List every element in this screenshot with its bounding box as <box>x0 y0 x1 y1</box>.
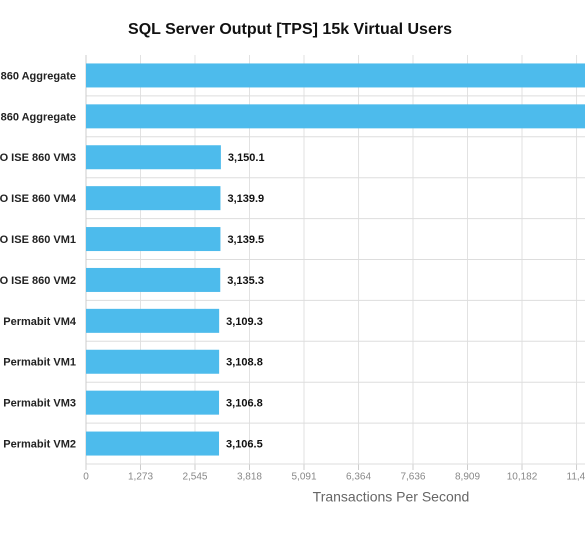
y-tick-label: 860 Aggregate <box>1 70 76 82</box>
x-tick-label: 11,4 <box>567 472 585 483</box>
y-tick-label: 860 Aggregate <box>1 111 76 123</box>
x-axis-title: Transactions Per Second <box>313 489 470 505</box>
y-tick-label: O ISE 860 VM3 <box>0 152 76 164</box>
data-label: 3,139.5 <box>227 234 264 246</box>
bar <box>86 63 585 88</box>
bar <box>86 308 220 333</box>
x-tick-label: 6,364 <box>346 472 371 483</box>
bar <box>86 186 221 211</box>
x-tick-label: 7,636 <box>400 472 425 483</box>
data-label: 3,108.8 <box>226 357 263 369</box>
y-tick-label: Permabit VM2 <box>3 438 76 450</box>
y-tick-label: O ISE 860 VM1 <box>0 234 76 246</box>
x-tick-label: 8,909 <box>455 472 480 483</box>
y-tick-label: O ISE 860 VM2 <box>0 275 76 287</box>
y-tick-label: Permabit VM3 <box>3 398 76 410</box>
data-label: 3,106.8 <box>226 398 263 410</box>
data-label: 3,106.5 <box>226 438 263 450</box>
x-tick-label: 5,091 <box>291 472 316 483</box>
x-tick-label: 10,182 <box>507 472 538 483</box>
bar <box>86 267 221 292</box>
bar <box>86 390 220 415</box>
data-label: 3,150.1 <box>228 152 265 164</box>
data-label: 3,139.9 <box>227 193 264 205</box>
x-tick-label: 2,545 <box>182 472 207 483</box>
chart-title: SQL Server Output [TPS] 15k Virtual User… <box>128 21 452 38</box>
bar <box>86 145 221 170</box>
x-tick-label: 1,273 <box>128 472 153 483</box>
data-label: 3,135.3 <box>227 275 264 287</box>
y-tick-label: Permabit VM4 <box>3 316 77 328</box>
bar <box>86 104 585 129</box>
bar <box>86 431 220 456</box>
bar <box>86 349 220 374</box>
x-tick-label: 3,818 <box>237 472 262 483</box>
y-tick-label: Permabit VM1 <box>3 357 76 369</box>
y-tick-label: O ISE 860 VM4 <box>0 193 77 205</box>
bar <box>86 227 221 252</box>
data-label: 3,109.3 <box>226 316 263 328</box>
x-tick-label: 0 <box>83 472 89 483</box>
